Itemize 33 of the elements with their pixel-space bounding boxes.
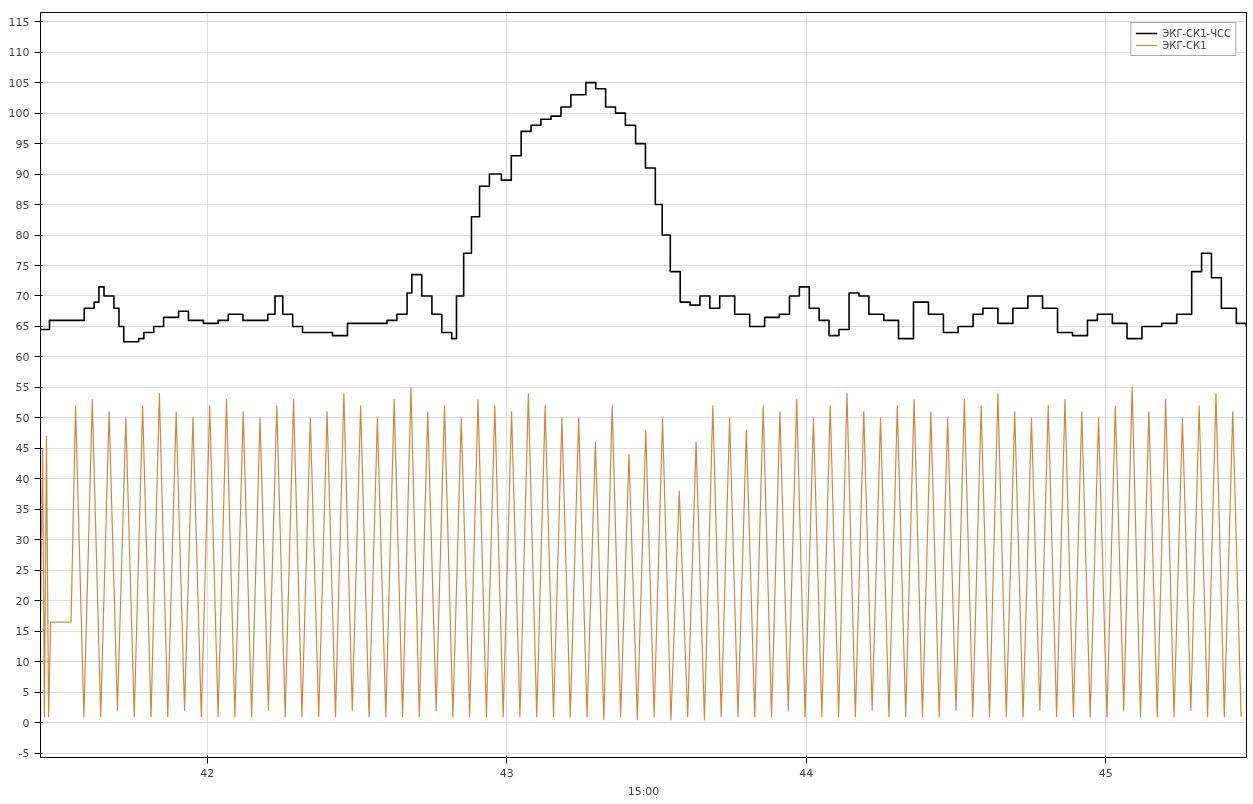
y-tick-label: 25 [15, 564, 30, 578]
y-tick-label: 70 [15, 289, 30, 303]
y-tick-label: 0 [22, 716, 30, 730]
y-tick-label: 15 [15, 625, 30, 639]
y-tick-label: 85 [15, 198, 30, 212]
y-tick-label: 45 [15, 442, 30, 456]
legend-label: ЭКГ-СК1 [1162, 39, 1207, 51]
x-tick-label: 43 [499, 766, 514, 780]
y-tick-label: 55 [15, 381, 30, 395]
y-tick-label: 65 [15, 320, 30, 334]
x-axis-title: 15:00 [627, 784, 660, 798]
y-tick-label: 105 [8, 76, 30, 90]
y-tick-label: -5 [18, 747, 30, 761]
y-tick-label: 95 [15, 137, 30, 151]
y-tick-label: 75 [15, 259, 30, 273]
y-tick-label: 90 [15, 168, 30, 182]
y-tick-label: 10 [15, 655, 30, 669]
line-series [40, 386, 1242, 721]
x-tick-label: 45 [1098, 766, 1113, 780]
y-tick-label: 5 [22, 686, 30, 700]
x-tick-label: 42 [200, 766, 215, 780]
x-tick-label: 44 [799, 766, 814, 780]
y-tick-label: 20 [15, 594, 30, 608]
y-tick-label: 40 [15, 472, 30, 486]
legend-label: ЭКГ-СК1-ЧСС [1162, 27, 1231, 39]
y-tick-label: 110 [8, 46, 30, 60]
y-tick-label: 30 [15, 533, 30, 547]
y-tick-label: 100 [8, 107, 30, 121]
y-tick-label: 35 [15, 503, 30, 517]
y-tick-label: 115 [8, 15, 30, 29]
y-tick-label: 60 [15, 350, 30, 364]
y-tick-label: 50 [15, 411, 30, 425]
y-tick-label: 80 [15, 229, 30, 243]
